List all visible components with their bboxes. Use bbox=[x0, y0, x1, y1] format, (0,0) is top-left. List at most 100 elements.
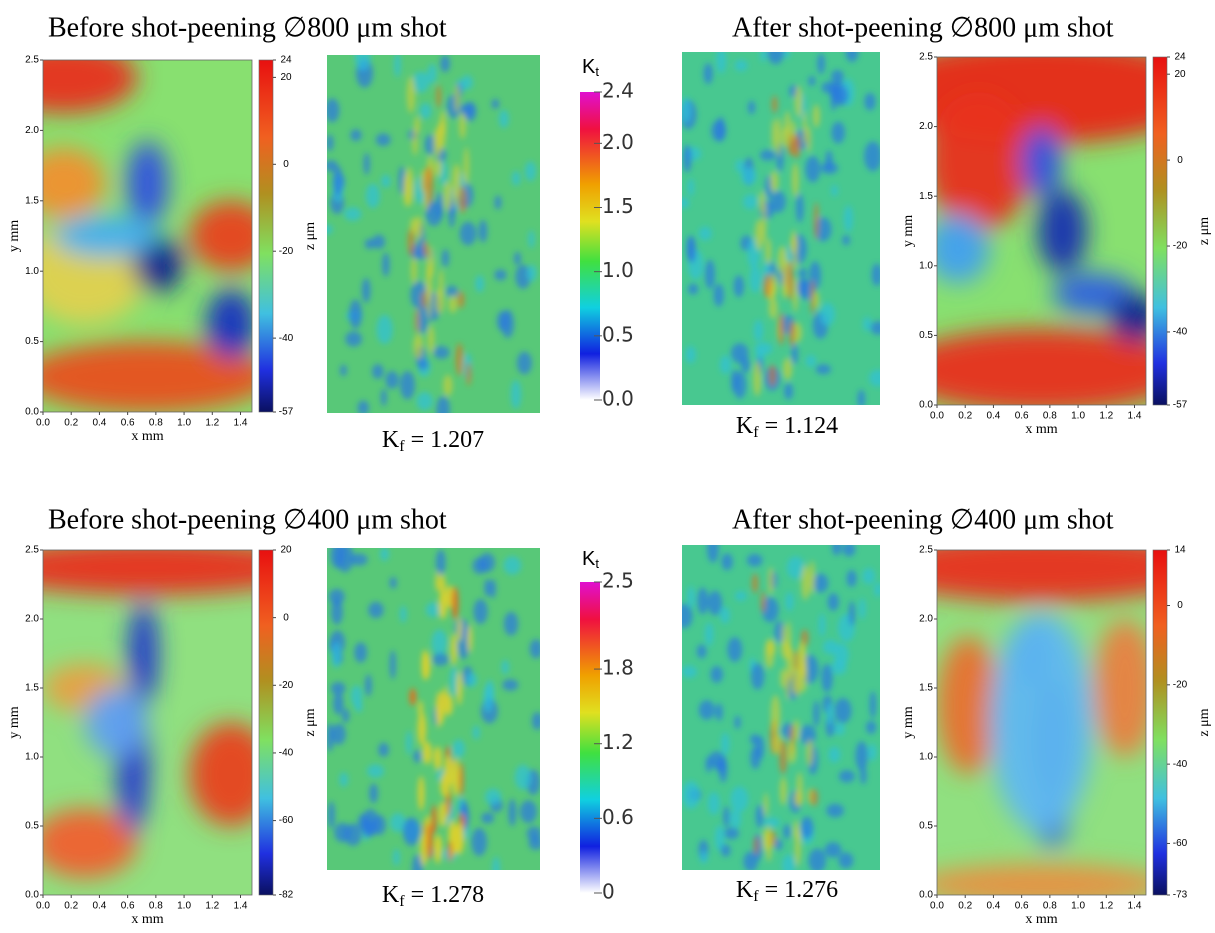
kt-spot bbox=[501, 309, 515, 339]
kt-spot bbox=[746, 553, 763, 567]
kt-spot bbox=[327, 723, 334, 752]
kt-streak bbox=[787, 740, 797, 764]
kt-spot bbox=[704, 622, 714, 646]
height-region bbox=[937, 636, 1000, 775]
colorbar-tick-label: -40 bbox=[1173, 327, 1188, 338]
x-tick-label: 1.2 bbox=[205, 901, 219, 912]
kt-streak bbox=[770, 694, 781, 735]
kt-spot bbox=[445, 285, 458, 298]
kt-spot bbox=[372, 364, 384, 379]
kt-spot bbox=[830, 69, 844, 83]
kt-spot bbox=[515, 264, 531, 289]
colorbar-tick-label: -20 bbox=[1173, 241, 1188, 252]
kt-spot bbox=[357, 400, 369, 413]
kt-spot bbox=[361, 278, 371, 303]
kt-spot bbox=[800, 816, 814, 839]
kt-streak bbox=[431, 804, 437, 834]
panel-title: Before shot-peening ∅400 μm shot bbox=[48, 504, 447, 535]
colorbar-tick-label: -40 bbox=[1173, 759, 1188, 770]
kt-spot bbox=[331, 723, 346, 745]
kt-image bbox=[327, 55, 540, 413]
kt-spot bbox=[821, 81, 838, 94]
kt-spot bbox=[855, 741, 868, 771]
kt-spot bbox=[832, 85, 849, 107]
kf-subscript: f bbox=[399, 438, 405, 455]
kt-streak bbox=[412, 127, 418, 156]
kt-streak bbox=[426, 823, 433, 860]
height-map bbox=[937, 550, 1146, 895]
kt-spot bbox=[747, 100, 756, 115]
kt-spot bbox=[416, 392, 433, 411]
kt-spot bbox=[682, 603, 693, 629]
kt-spot bbox=[698, 700, 715, 720]
kt-spot bbox=[720, 844, 731, 857]
kt-spot bbox=[783, 383, 794, 400]
kt-streak bbox=[771, 95, 778, 114]
kt-streak bbox=[413, 333, 423, 360]
kt-spot bbox=[723, 806, 730, 828]
kt-streak bbox=[436, 120, 446, 150]
height-region bbox=[43, 341, 252, 412]
kt-streak bbox=[454, 83, 460, 113]
x-tick-label: 0.0 bbox=[36, 901, 50, 912]
x-tick-label: 0.4 bbox=[92, 901, 106, 912]
kt-spot bbox=[425, 201, 443, 227]
colorbar-label: z μm bbox=[1197, 708, 1212, 736]
kt-streak bbox=[763, 273, 772, 299]
kt-spot bbox=[399, 370, 415, 400]
x-tick-label: 0.2 bbox=[64, 901, 78, 912]
y-tick-label: 0.5 bbox=[919, 821, 933, 832]
y-tick-label: 0.0 bbox=[919, 400, 933, 411]
kt-streak bbox=[404, 166, 414, 207]
kt-spot bbox=[432, 653, 449, 666]
x-tick-label: 0.8 bbox=[149, 901, 163, 912]
kf-symbol: K bbox=[382, 427, 400, 453]
height-region bbox=[989, 612, 1094, 833]
kt-spot bbox=[871, 263, 880, 286]
kt-spot bbox=[754, 342, 773, 356]
x-tick-label: 0.4 bbox=[92, 418, 106, 429]
kt-streak bbox=[788, 320, 796, 347]
x-tick-label: 0.8 bbox=[149, 418, 163, 429]
kt-field bbox=[327, 55, 537, 413]
kt-spot bbox=[710, 666, 723, 683]
kf-subscript: f bbox=[753, 888, 759, 905]
kt-spot bbox=[753, 319, 764, 342]
kt-spot bbox=[729, 809, 742, 829]
height-region bbox=[1051, 272, 1136, 315]
height-region bbox=[937, 328, 1146, 405]
kt-spot bbox=[767, 52, 785, 65]
height-map-frame bbox=[42, 549, 253, 896]
kt-spot bbox=[327, 224, 333, 235]
kt-spot bbox=[734, 59, 748, 72]
kt-spot bbox=[513, 251, 521, 266]
kt-spot bbox=[483, 684, 493, 713]
height-region bbox=[937, 863, 1146, 895]
kt-spot bbox=[698, 226, 712, 241]
kt-spot bbox=[775, 838, 783, 851]
y-tick-label: 2.0 bbox=[919, 614, 933, 625]
kt-spot bbox=[345, 331, 363, 347]
kt-spot bbox=[697, 587, 709, 615]
y-tick-label: 0.0 bbox=[25, 407, 39, 418]
y-tick-label: 2.5 bbox=[25, 545, 39, 556]
kt-streak bbox=[787, 260, 794, 301]
kt-colorbar-label: Kt bbox=[582, 548, 599, 571]
kt-spot bbox=[365, 183, 380, 209]
kt-tick-label: 2.4 bbox=[602, 79, 634, 103]
x-tick-label: 1.0 bbox=[177, 418, 191, 429]
y-tick-label: 1.0 bbox=[919, 260, 933, 271]
kt-spot bbox=[860, 766, 867, 785]
y-tick-label: 2.0 bbox=[25, 125, 39, 136]
x-tick-label: 1.0 bbox=[1071, 901, 1085, 912]
kt-spot bbox=[862, 568, 876, 585]
kt-spot bbox=[369, 783, 379, 804]
kt-streak bbox=[422, 652, 431, 680]
kt-streak bbox=[407, 227, 415, 257]
colorbar-tick-label: -20 bbox=[279, 246, 294, 257]
kt-spot bbox=[731, 369, 738, 393]
kt-spot bbox=[327, 98, 340, 123]
y-tick-label: 1.5 bbox=[25, 195, 39, 206]
kt-spot bbox=[526, 264, 537, 282]
kt-spot bbox=[719, 606, 731, 624]
